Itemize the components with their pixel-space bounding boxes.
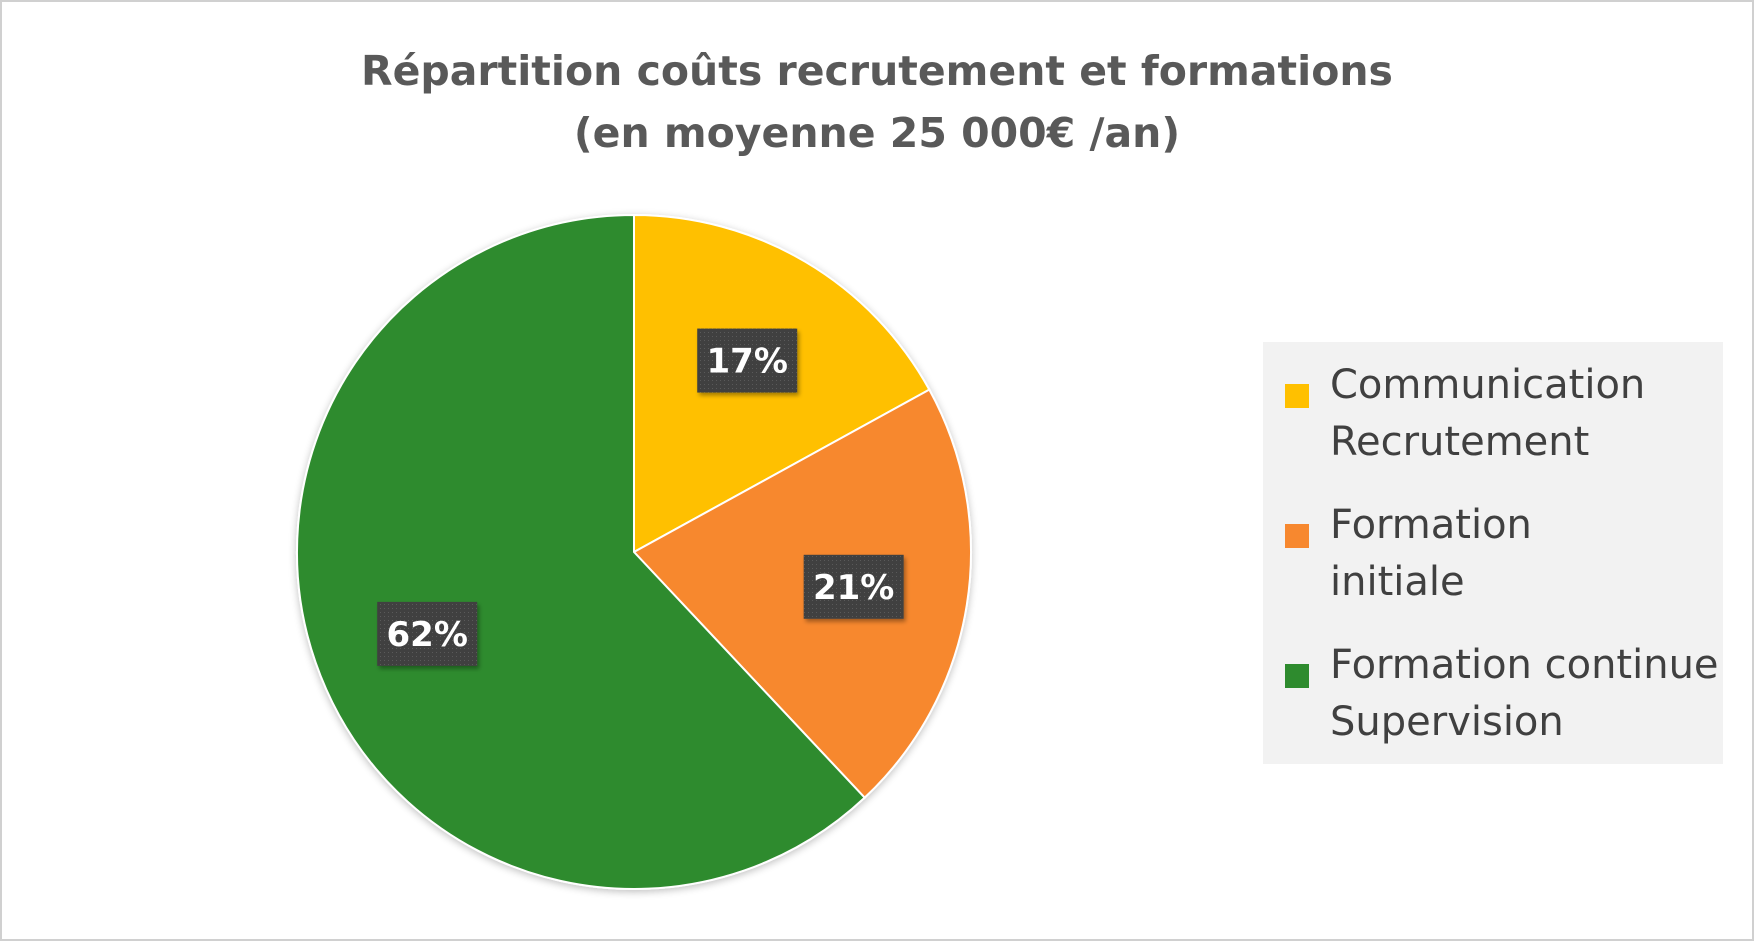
- chart-title-line-2: (en moyenne 25 000€ /an): [573, 109, 1181, 157]
- chart-title-line-1: Répartition coûts recrutement et formati…: [361, 47, 1393, 95]
- legend-label-communication-recrutement: Communication Recrutement: [1330, 362, 1646, 465]
- data-label-text: 17%: [707, 342, 788, 382]
- data-label-text: 62%: [387, 615, 468, 655]
- chart-title: Répartition coûts recrutement et formati…: [2, 40, 1752, 164]
- pie-slice-formation-initiale: [632, 388, 972, 800]
- data-label-formation-initiale: 21%: [803, 554, 904, 619]
- legend: Communication Recrutement Formation init…: [1263, 342, 1723, 764]
- data-label-text: 21%: [813, 568, 894, 608]
- pie-slice-formation-continue-supervision: [296, 213, 867, 890]
- legend-label-formation-continue-supervision: Formation continue Supervision: [1330, 642, 1719, 745]
- legend-swatch-formation-continue-supervision: [1285, 664, 1309, 688]
- data-label-communication-recrutement: 17%: [697, 328, 798, 393]
- legend-swatch-communication-recrutement: [1285, 384, 1309, 408]
- data-label-box: [803, 554, 904, 619]
- data-label-formation-continue-supervision: 62%: [377, 601, 478, 666]
- legend-label-formation-initiale: Formation initiale: [1330, 502, 1532, 605]
- data-label-box: [697, 328, 798, 393]
- legend-swatch-formation-initiale: [1285, 524, 1309, 548]
- data-label-box: [377, 601, 478, 666]
